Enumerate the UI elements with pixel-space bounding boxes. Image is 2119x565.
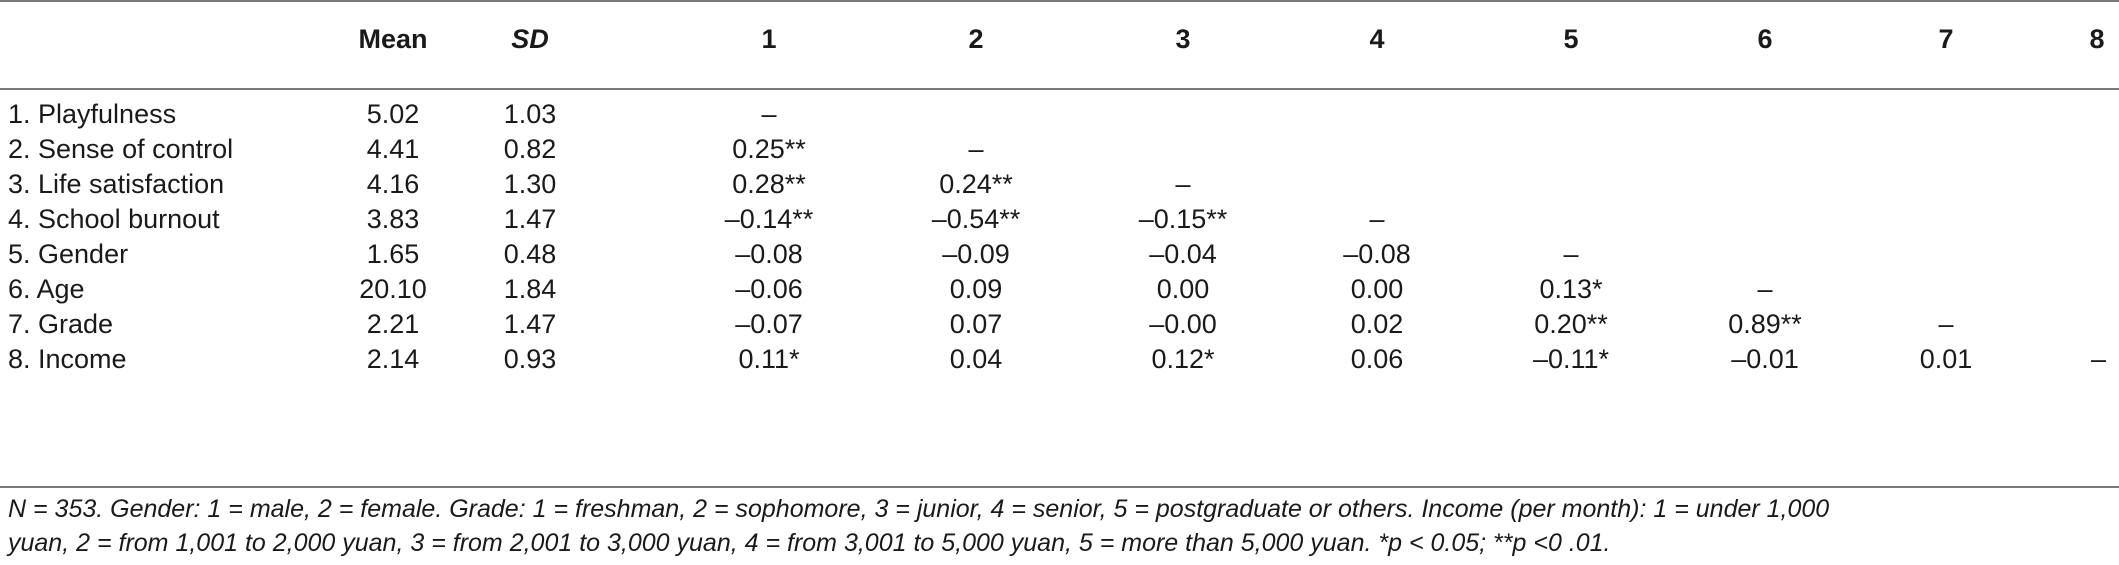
- correlation-cell: –0.06: [735, 274, 803, 304]
- correlation-cell: –: [1938, 309, 1954, 339]
- row-label: 8. Income: [8, 344, 127, 374]
- header-mean: Mean: [358, 24, 428, 54]
- correlation-cell: –: [1563, 239, 1579, 269]
- correlation-cell: 0.04: [949, 344, 1003, 374]
- correlation-cell: 0.06: [1350, 344, 1404, 374]
- row-label: 2. Sense of control: [8, 134, 234, 164]
- row-label: 1. Playfulness: [8, 99, 177, 129]
- header-col-2: 2: [968, 24, 984, 54]
- correlation-cell: –0.08: [735, 239, 803, 269]
- correlation-cell: –0.04: [1149, 239, 1217, 269]
- correlation-cell: 0.89**: [1728, 309, 1802, 339]
- table-row: 2. Sense of control 4.41 0.82 0.25** –: [0, 126, 2119, 172]
- correlation-cell: 0.00: [1156, 274, 1210, 304]
- mean-cell: 2.21: [366, 309, 420, 339]
- table-row: 3. Life satisfaction 4.16 1.30 0.28** 0.24**…: [0, 161, 2119, 207]
- mean-cell: 1.65: [366, 239, 420, 269]
- table-row: 7. Grade 2.21 1.47 –0.07 0.07 –0.00 0.02 0.20**…: [0, 301, 2119, 347]
- correlation-cell: –: [761, 99, 777, 129]
- row-label: 5. Gender: [8, 239, 129, 269]
- correlation-cell: –: [1175, 169, 1191, 199]
- sd-cell: 1.30: [503, 169, 557, 199]
- header-col-3: 3: [1175, 24, 1191, 54]
- row-label: 6. Age: [8, 274, 85, 304]
- row-label: 3. Life satisfaction: [8, 169, 225, 199]
- table-row: 4. School burnout 3.83 1.47 –0.14** –0.54** –…: [0, 196, 2119, 242]
- header-col-6: 6: [1757, 24, 1773, 54]
- correlation-cell: 0.07: [949, 309, 1003, 339]
- row-label: 4. School burnout: [8, 204, 220, 234]
- correlation-cell: 0.09: [949, 274, 1003, 304]
- table-header-rule: [0, 88, 2119, 90]
- mean-cell: 2.14: [366, 344, 420, 374]
- table-bottom-rule: [0, 486, 2119, 488]
- correlation-cell: –0.11*: [1532, 344, 1610, 374]
- correlation-cell: 0.25**: [732, 134, 806, 164]
- header-sd: SD: [511, 24, 549, 54]
- sd-cell: 0.48: [503, 239, 557, 269]
- correlation-cell: 0.00: [1350, 274, 1404, 304]
- correlation-cell: –: [968, 134, 984, 164]
- correlation-cell: 0.24**: [939, 169, 1013, 199]
- correlation-cell: –0.09: [942, 239, 1010, 269]
- correlation-cell: –: [1757, 274, 1773, 304]
- table-row: 8. Income 2.14 0.93 0.11* 0.04 0.12* 0.06 –0.11…: [0, 336, 2119, 382]
- header-col-4: 4: [1369, 24, 1385, 54]
- correlation-cell: –0.14**: [724, 204, 814, 234]
- header-col-7: 7: [1938, 24, 1954, 54]
- correlation-cell: 0.12*: [1151, 344, 1215, 374]
- sd-cell: 1.03: [503, 99, 557, 129]
- correlation-cell: –0.08: [1343, 239, 1411, 269]
- correlation-cell: 0.13*: [1539, 274, 1603, 304]
- table-row: 1. Playfulness 5.02 1.03 –: [0, 91, 2119, 137]
- sd-cell: 1.84: [503, 274, 557, 304]
- correlation-cell: 0.11*: [738, 344, 800, 374]
- correlation-cell: –0.01: [1731, 344, 1799, 374]
- header-col-1: 1: [761, 24, 777, 54]
- correlation-cell: –0.54**: [931, 204, 1021, 234]
- correlation-cell: –: [2091, 344, 2107, 374]
- correlation-cell: –: [1369, 204, 1385, 234]
- table-top-rule: [0, 0, 2119, 2]
- row-label: 7. Grade: [8, 309, 114, 339]
- sd-cell: 1.47: [503, 309, 557, 339]
- correlation-cell: –0.00: [1149, 309, 1217, 339]
- sd-cell: 1.47: [503, 204, 557, 234]
- sd-cell: 0.93: [503, 344, 557, 374]
- correlation-cell: –0.15**: [1138, 204, 1228, 234]
- mean-cell: 4.16: [366, 169, 420, 199]
- correlation-cell: 0.02: [1350, 309, 1404, 339]
- table-row: 5. Gender 1.65 0.48 –0.08 –0.09 –0.04 –0.08 –: [0, 231, 2119, 277]
- correlation-cell: 0.28**: [732, 169, 806, 199]
- header-col-8: 8: [2089, 24, 2105, 54]
- mean-cell: 4.41: [366, 134, 420, 164]
- mean-cell: 5.02: [366, 99, 420, 129]
- header-col-5: 5: [1563, 24, 1579, 54]
- table-row: 6. Age 20.10 1.84 –0.06 0.09 0.00 0.00 0.13* –: [0, 266, 2119, 312]
- sd-cell: 0.82: [503, 134, 557, 164]
- correlation-cell: 0.20**: [1534, 309, 1608, 339]
- footnote-line-2: yuan, 2 = from 1,001 to 2,000 yuan, 3 = …: [8, 529, 1611, 557]
- correlation-cell: –0.07: [735, 309, 803, 339]
- table-footnote: N = 353. Gender: 1 = male, 2 = female. G…: [8, 492, 2108, 560]
- mean-cell: 20.10: [359, 274, 427, 304]
- footnote-line-1: N = 353. Gender: 1 = male, 2 = female. G…: [8, 495, 1830, 523]
- mean-cell: 3.83: [366, 204, 420, 234]
- correlation-cell: 0.01: [1919, 344, 1973, 374]
